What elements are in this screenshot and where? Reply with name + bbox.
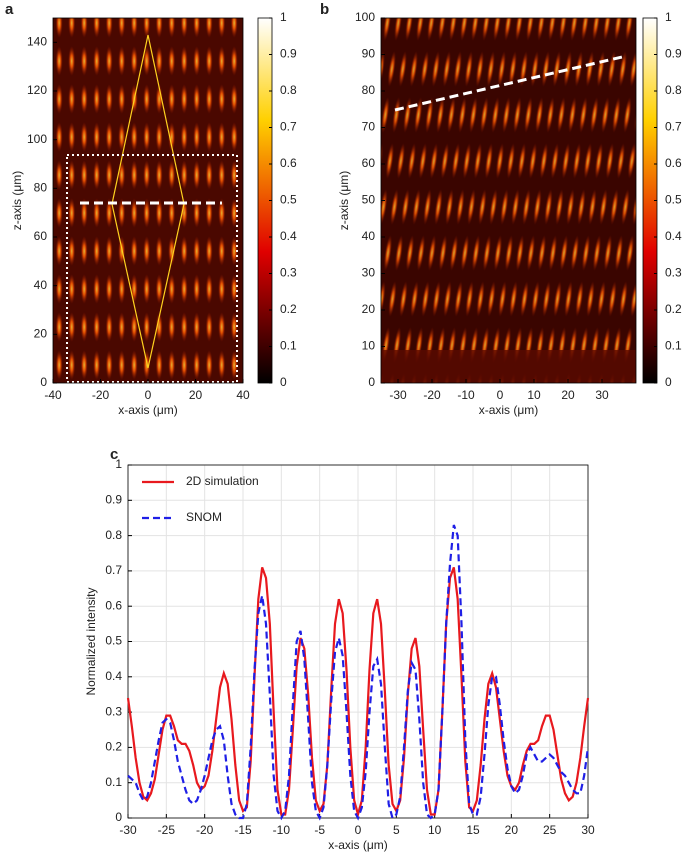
colorbar-tick-label: 0.1 [665, 339, 682, 353]
x-tick-label: 30 [595, 388, 609, 402]
x-tick-label: 20 [561, 388, 575, 402]
diamond-outline [111, 34, 185, 369]
legend-label: SNOM [186, 510, 222, 524]
dashed-cut [394, 55, 623, 112]
x-tick-label: -25 [158, 823, 176, 837]
y-tick-label: 10 [362, 339, 376, 353]
y-tick-label: 0.8 [105, 528, 122, 542]
colorbar-tick-label: 0.7 [665, 120, 682, 134]
x-tick-label: 0 [145, 388, 152, 402]
x-tick-label: 40 [236, 388, 250, 402]
y-tick-label: 20 [362, 302, 376, 316]
y-tick-label: 0 [115, 810, 122, 824]
x-tick-label: 0 [497, 388, 504, 402]
legend-label: 2D simulation [186, 474, 259, 488]
x-tick-label: 20 [505, 823, 519, 837]
y-tick-label: 60 [362, 156, 376, 170]
y-tick-label: 100 [355, 10, 375, 24]
colorbar-tick-label: 1 [665, 10, 672, 24]
y-tick-label: 0.6 [105, 598, 122, 612]
y-tick-label: 0.4 [105, 669, 122, 683]
y-tick-label: 0.7 [105, 563, 122, 577]
y-tick-label: 0 [368, 375, 375, 389]
colorbar-tick-label: 0.9 [665, 47, 682, 61]
y-tick-label: 70 [362, 120, 376, 134]
colorbar-tick-label: 1 [280, 10, 287, 24]
y-tick-label: 0.1 [105, 775, 122, 789]
x-tick-label: -10 [273, 823, 291, 837]
colorbar-tick-label: 0.8 [280, 83, 297, 97]
dotted-region [66, 154, 238, 383]
y-tick-label: 40 [362, 229, 376, 243]
y-axis-label: z-axis (μm) [10, 171, 24, 231]
x-tick-label: -10 [457, 388, 475, 402]
series-line [127, 524, 590, 821]
panel-label: a [5, 1, 14, 18]
x-tick-label: 0 [355, 823, 362, 837]
y-tick-label: 50 [362, 193, 376, 207]
y-tick-label: 20 [34, 327, 48, 341]
y-tick-label: 0.5 [105, 634, 122, 648]
x-tick-label: 15 [466, 823, 480, 837]
y-tick-label: 80 [34, 181, 48, 195]
colorbar-tick-label: 0.3 [280, 266, 297, 280]
x-tick-label: 20 [189, 388, 203, 402]
field-image [381, 350, 636, 383]
colorbar-tick-label: 0.5 [665, 193, 682, 207]
x-axis-label: x-axis (μm) [479, 403, 539, 417]
y-tick-label: 0 [40, 375, 47, 389]
x-tick-label: -20 [196, 823, 214, 837]
x-axis-label: x-axis (μm) [118, 403, 178, 417]
field-image [381, 18, 636, 383]
x-tick-label: 25 [543, 823, 557, 837]
x-tick-label: 5 [393, 823, 400, 837]
colorbar-tick-label: 0.4 [665, 229, 682, 243]
colorbar-tick-label: 0.4 [280, 229, 297, 243]
colorbar-tick-label: 0.3 [665, 266, 682, 280]
y-axis-label: z-axis (μm) [337, 171, 351, 231]
colorbar-tick-label: 0 [280, 375, 287, 389]
x-tick-label: 10 [428, 823, 442, 837]
x-tick-label: -40 [44, 388, 62, 402]
field-image [53, 18, 243, 383]
y-axis-label: Normalized intensity [84, 587, 98, 695]
y-tick-label: 1 [115, 457, 122, 471]
colorbar-tick-label: 0.2 [665, 302, 682, 316]
x-tick-label: -30 [119, 823, 137, 837]
x-tick-label: -20 [92, 388, 110, 402]
colorbar-tick-label: 0 [665, 375, 672, 389]
x-axis-label: x-axis (μm) [328, 838, 388, 852]
y-tick-label: 0.9 [105, 492, 122, 506]
x-tick-label: 30 [581, 823, 595, 837]
x-tick-label: -15 [234, 823, 252, 837]
y-tick-label: 30 [362, 266, 376, 280]
colorbar-tick-label: 0.7 [280, 120, 297, 134]
colorbar-tick-label: 0.9 [280, 47, 297, 61]
plot-frame [380, 17, 637, 384]
y-tick-label: 0.3 [105, 704, 122, 718]
plot-frame [52, 17, 244, 384]
x-tick-label: -5 [314, 823, 325, 837]
y-tick-label: 120 [27, 83, 47, 97]
x-tick-label: -20 [423, 388, 441, 402]
y-tick-label: 100 [27, 132, 47, 146]
y-tick-label: 60 [34, 229, 48, 243]
panel-label: c [110, 446, 118, 463]
panel-label: b [320, 1, 329, 18]
x-tick-label: 10 [527, 388, 541, 402]
colorbar-tick-label: 0.6 [665, 156, 682, 170]
y-tick-label: 80 [362, 83, 376, 97]
colorbar-tick-label: 0.8 [665, 83, 682, 97]
colorbar-tick-label: 0.6 [280, 156, 297, 170]
y-tick-label: 90 [362, 47, 376, 61]
y-tick-label: 0.2 [105, 740, 122, 754]
colorbar-tick-label: 0.2 [280, 302, 297, 316]
y-tick-label: 140 [27, 35, 47, 49]
colorbar-tick-label: 0.1 [280, 339, 297, 353]
y-tick-label: 40 [34, 278, 48, 292]
x-tick-label: -30 [389, 388, 407, 402]
colorbar-tick-label: 0.5 [280, 193, 297, 207]
